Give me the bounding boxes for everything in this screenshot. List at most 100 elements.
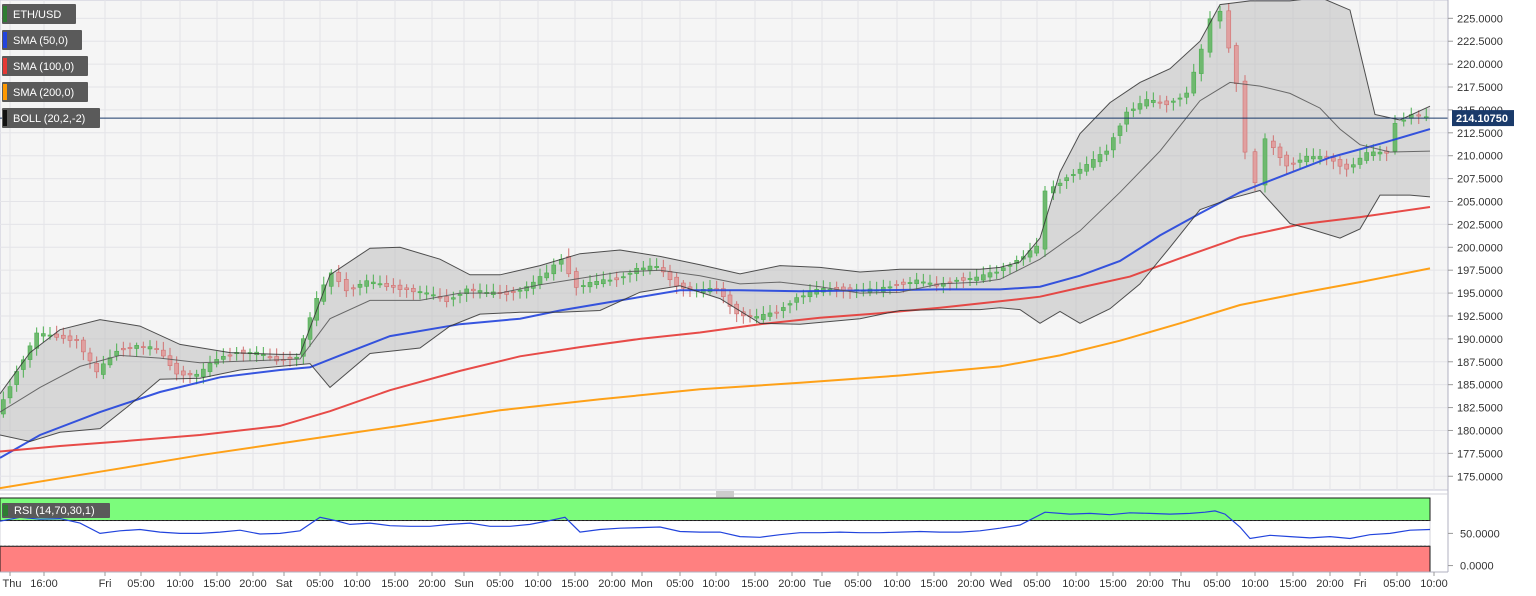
candle-body bbox=[587, 282, 593, 288]
candle-body bbox=[1297, 159, 1303, 163]
candlestick bbox=[54, 325, 59, 341]
candle-body bbox=[887, 286, 893, 289]
candle-body bbox=[1291, 162, 1296, 165]
legend-label: ETH/USD bbox=[13, 9, 61, 21]
legend-item-eth-usd[interactable]: ETH/USD bbox=[2, 4, 76, 24]
candlestick bbox=[154, 340, 159, 354]
candlestick bbox=[654, 258, 659, 271]
candle-body bbox=[351, 287, 356, 290]
candlestick bbox=[767, 304, 773, 321]
candlestick bbox=[1091, 151, 1096, 171]
candle-body bbox=[336, 272, 342, 282]
candlestick bbox=[74, 335, 79, 349]
time-tick-label: 10:00 bbox=[343, 578, 371, 590]
candle-body bbox=[654, 266, 659, 268]
candlestick bbox=[364, 274, 369, 294]
candle-body bbox=[967, 278, 973, 280]
candle-body bbox=[781, 307, 786, 311]
candlestick bbox=[1416, 110, 1422, 125]
candlestick bbox=[581, 279, 586, 294]
candle-body bbox=[221, 356, 226, 360]
candlestick bbox=[134, 342, 139, 357]
legend-item-sma-200-0[interactable]: SMA (200,0) bbox=[2, 82, 88, 102]
candlestick bbox=[227, 347, 233, 362]
legend-label: SMA (100,0) bbox=[13, 61, 74, 73]
bollinger-band-area bbox=[0, 0, 1430, 442]
candle-body bbox=[1164, 100, 1169, 106]
candlestick bbox=[961, 272, 966, 289]
candlestick bbox=[781, 302, 786, 319]
candlestick bbox=[187, 370, 193, 384]
candle-body bbox=[1034, 245, 1039, 254]
candlestick bbox=[921, 273, 926, 287]
price-tick-label: 177.5000 bbox=[1457, 448, 1503, 460]
candle-body bbox=[1364, 152, 1369, 161]
candlestick bbox=[7, 379, 13, 404]
candlestick bbox=[641, 260, 646, 277]
candlestick bbox=[1242, 75, 1248, 160]
candle-body bbox=[1111, 137, 1116, 151]
time-tick-label: 10:00 bbox=[1420, 578, 1448, 590]
legend-item-sma-50-0[interactable]: SMA (50,0) bbox=[2, 30, 82, 50]
candlestick bbox=[114, 343, 119, 361]
candlestick bbox=[397, 279, 403, 297]
candlestick bbox=[444, 289, 449, 308]
time-tick-label: 20:00 bbox=[239, 578, 267, 590]
candlestick bbox=[41, 326, 46, 343]
candle-body bbox=[1377, 151, 1383, 155]
candlestick bbox=[914, 272, 919, 290]
legend-label: BOLL (20,2,-2) bbox=[13, 113, 85, 125]
candle-body bbox=[1097, 154, 1103, 163]
candle-body bbox=[1217, 10, 1223, 22]
candle-body bbox=[1337, 159, 1343, 167]
legend-color-swatch bbox=[3, 110, 7, 126]
candlestick bbox=[1277, 143, 1283, 166]
candlestick bbox=[141, 341, 146, 355]
candlestick bbox=[1151, 92, 1156, 108]
candlestick bbox=[1351, 157, 1356, 174]
candlestick bbox=[181, 365, 186, 383]
candlestick bbox=[1252, 148, 1258, 191]
candle-body bbox=[581, 285, 586, 287]
candlestick bbox=[1207, 11, 1213, 58]
candlestick bbox=[1057, 178, 1063, 194]
candle-body bbox=[674, 276, 679, 287]
last-price-label: 214.10750 bbox=[1456, 113, 1508, 125]
time-tick-label: 20:00 bbox=[957, 578, 985, 590]
candlestick bbox=[761, 306, 766, 323]
candle-body bbox=[1144, 99, 1149, 107]
candlestick bbox=[727, 289, 733, 315]
candlestick bbox=[601, 271, 606, 288]
legend-label: SMA (50,0) bbox=[13, 35, 68, 47]
candlestick bbox=[301, 335, 306, 365]
legend-item-sma-100-0[interactable]: SMA (100,0) bbox=[2, 56, 88, 76]
candle-body bbox=[274, 356, 279, 362]
candle-body bbox=[1262, 138, 1268, 186]
rsi-line bbox=[0, 510, 1431, 540]
candlestick bbox=[1226, 2, 1232, 53]
price-tick-label: 225.0000 bbox=[1457, 13, 1503, 25]
candlestick bbox=[794, 293, 799, 311]
candle-body bbox=[1233, 45, 1239, 84]
candle-body bbox=[174, 362, 179, 375]
candlestick bbox=[411, 284, 416, 300]
candlestick bbox=[357, 279, 363, 296]
candle-body bbox=[807, 291, 813, 298]
price-tick-label: 207.5000 bbox=[1457, 174, 1503, 186]
candlestick bbox=[1064, 174, 1069, 189]
candlestick bbox=[1311, 148, 1316, 163]
candle-body bbox=[647, 265, 653, 271]
time-tick-label: Thu bbox=[3, 578, 22, 590]
candle-body bbox=[954, 279, 959, 282]
candlestick bbox=[464, 285, 469, 302]
candle-body bbox=[1371, 151, 1376, 156]
candle-body bbox=[201, 368, 206, 377]
time-tick-label: 05:00 bbox=[844, 578, 872, 590]
candle-body bbox=[794, 297, 799, 303]
candlestick bbox=[1097, 146, 1103, 167]
legend-item-boll-20-2-2[interactable]: BOLL (20,2,-2) bbox=[2, 108, 100, 128]
time-tick-label: 05:00 bbox=[1023, 578, 1051, 590]
candlestick bbox=[1184, 86, 1189, 105]
candle-body bbox=[1317, 156, 1323, 160]
candle-body bbox=[974, 276, 979, 281]
